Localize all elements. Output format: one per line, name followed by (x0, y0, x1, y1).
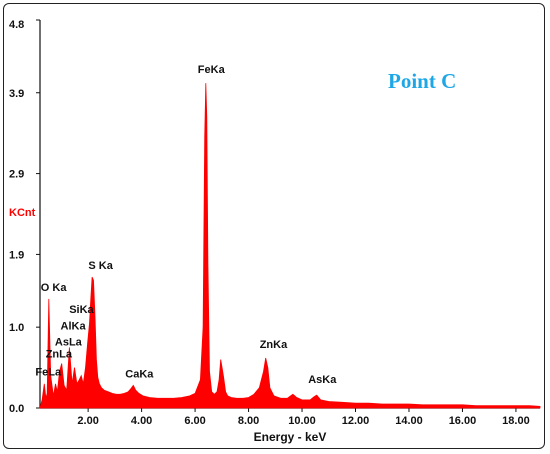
y-tick-label: 1.0 (9, 322, 24, 334)
peak-label: O Ka (41, 282, 68, 294)
y-tick-label: 4.8 (9, 19, 24, 31)
peak-label: ZnKa (260, 339, 288, 351)
peak-label: S Ka (88, 260, 113, 272)
peak-label: FeLa (35, 367, 62, 379)
peak-label: SiKa (69, 304, 94, 316)
peak-label: FeKa (198, 64, 226, 76)
peak-label: ZnLa (46, 349, 73, 361)
y-tick-label: 3.9 (9, 88, 24, 100)
peak-label: AlKa (61, 320, 87, 332)
x-tick-label: 18.00 (502, 415, 530, 427)
x-tick-label: 8.00 (238, 415, 259, 427)
x-tick-label: 2.00 (77, 415, 98, 427)
x-tick-label: 14.00 (395, 415, 423, 427)
spectrum-layer (39, 83, 541, 409)
y-tick-label: 2.9 (9, 169, 24, 181)
peak-label: AsKa (308, 374, 337, 386)
y-tick-label: 0.0 (9, 403, 24, 415)
y-axis-label: KCnt (9, 207, 36, 219)
peak-label: AsLa (55, 336, 83, 348)
y-tick-label: 1.9 (9, 249, 24, 261)
x-tick-label: 10.00 (288, 415, 316, 427)
spectrum-series (39, 83, 541, 409)
peak-label: CaKa (125, 368, 154, 380)
point-annotation: Point C (388, 69, 456, 93)
x-tick-label: 12.00 (342, 415, 370, 427)
x-tick-label: 4.00 (131, 415, 152, 427)
x-tick-label: 16.00 (449, 415, 477, 427)
x-axis-label: Energy - keV (254, 430, 327, 444)
x-tick-label: 6.00 (184, 415, 205, 427)
